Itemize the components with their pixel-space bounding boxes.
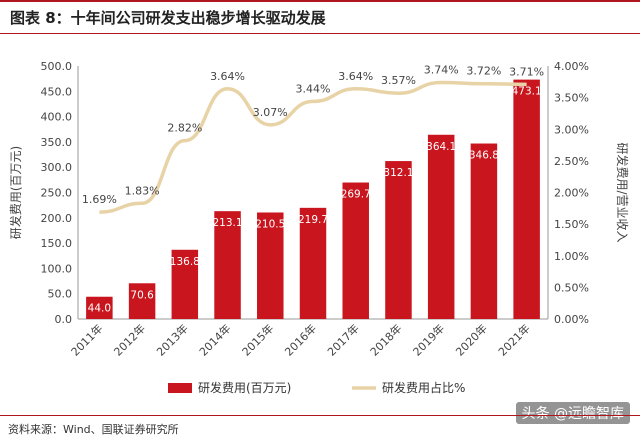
line-value-label: 3.44% [296,82,331,95]
title-bar: 图表 8：十年间公司研发支出稳步增长驱动发展 [0,0,640,34]
bar-value-label: 473.1 [512,86,542,98]
y-tick-label: 400.0 [41,111,73,124]
y2-tick-label: 4.00% [554,60,589,73]
y-tick-label: 100.0 [41,262,73,275]
x-tick-label: 2017年 [324,321,361,358]
legend-line-label: 研发费用占比% [382,380,465,395]
bar [342,182,369,319]
bar [470,143,498,319]
line-value-label: 3.72% [466,65,501,78]
bar-value-label: 364.1 [426,141,456,153]
source-note: 资料来源：Wind、国联证券研究所 [8,423,179,436]
x-tick-label: 2016年 [282,321,319,358]
y2-tick-label: 0.50% [554,281,589,294]
x-tick-label: 2018年 [367,321,404,358]
y-tick-label: 50.0 [48,288,73,301]
bar-value-label: 346.8 [469,150,499,162]
x-tick-label: 2015年 [239,321,276,358]
y-tick-label: 450.0 [41,85,73,98]
figure-title: 图表 8：十年间公司研发支出稳步增长驱动发展 [10,9,326,27]
bar [299,207,327,319]
x-tick-label: 2019年 [410,321,447,358]
x-tick-label: 2013年 [153,321,190,358]
bar [257,212,284,319]
line-value-label: 3.71% [509,65,544,78]
y2-tick-label: 2.00% [554,187,589,200]
y2-tick-label: 1.50% [554,218,589,231]
y2-axis-title: 研发费用/营业收入 [615,142,630,242]
line-value-label: 3.74% [424,63,459,76]
bar-value-label: 136.8 [170,256,200,268]
ratio-line [99,80,527,214]
bar [86,296,113,319]
bar-value-label: 210.5 [255,218,285,230]
x-tick-label: 2014年 [196,321,233,358]
bar [171,249,199,319]
y-tick-label: 150.0 [41,237,73,250]
x-tick-label: 2011年 [68,321,105,358]
bar [513,79,540,319]
bar [385,161,412,319]
line-value-label: 3.64% [338,70,373,83]
y2-tick-label: 3.50% [554,92,589,105]
x-tick-label: 2020年 [453,321,490,358]
y-tick-label: 250.0 [41,187,73,200]
bar [128,283,156,319]
bar-value-label: 44.0 [88,303,111,315]
bar [214,211,241,319]
bar-value-label: 312.1 [383,167,413,179]
line-value-label: 2.82% [167,122,202,135]
y-tick-label: 300.0 [41,161,73,174]
bar-value-label: 219.7 [298,214,328,226]
line-value-label: 1.69% [82,193,117,206]
line-value-label: 3.64% [210,70,245,83]
line-value-label: 1.83% [125,184,160,197]
line-value-label: 3.07% [253,106,288,119]
y-tick-label: 500.0 [41,60,73,73]
x-tick-label: 2012年 [111,321,148,358]
chart-area: 0.0 50.0 100.0 150.0 200.0 250.0 300.0 350.0 400… [0,34,640,414]
y2-tick-label: 0.00% [554,313,589,326]
combo-chart: 0.0 50.0 100.0 150.0 200.0 250.0 300.0 350.0 400… [8,60,630,395]
x-tick-label: 2021年 [495,321,532,358]
bar-value-label: 269.7 [341,189,371,201]
bar-value-label: 213.1 [213,217,243,229]
bar [427,134,455,319]
source-bar: 资料来源：Wind、国联证券研究所 [0,415,640,439]
y-tick-label: 0.0 [55,313,73,326]
line-value-label: 3.57% [381,74,416,87]
y2-tick-label: 1.00% [554,250,589,263]
legend-bar-label: 研发费用(百万元) [198,380,291,395]
y2-tick-label: 3.00% [554,123,589,136]
y-tick-label: 200.0 [41,212,73,225]
y2-tick-label: 2.50% [554,155,589,168]
y-axis-title: 研发费用(百万元) [8,146,23,239]
bar-value-label: 70.6 [130,289,154,301]
legend-bar-swatch [168,383,192,393]
y-tick-label: 350.0 [41,136,73,149]
watermark: 头条 @远瞻智库 [515,402,630,424]
